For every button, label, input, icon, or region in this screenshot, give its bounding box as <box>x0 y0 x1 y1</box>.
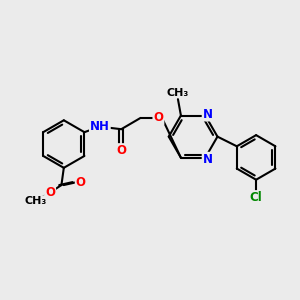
Text: NH: NH <box>90 120 110 133</box>
Text: CH₃: CH₃ <box>24 196 46 206</box>
Text: O: O <box>45 186 55 199</box>
Text: Cl: Cl <box>250 191 262 204</box>
Text: methyl: methyl <box>28 202 33 204</box>
Text: N: N <box>203 107 213 121</box>
Text: O: O <box>153 111 164 124</box>
Text: O: O <box>76 176 86 189</box>
Text: N: N <box>203 153 213 166</box>
Text: O: O <box>116 144 126 157</box>
Text: CH₃: CH₃ <box>167 88 189 98</box>
